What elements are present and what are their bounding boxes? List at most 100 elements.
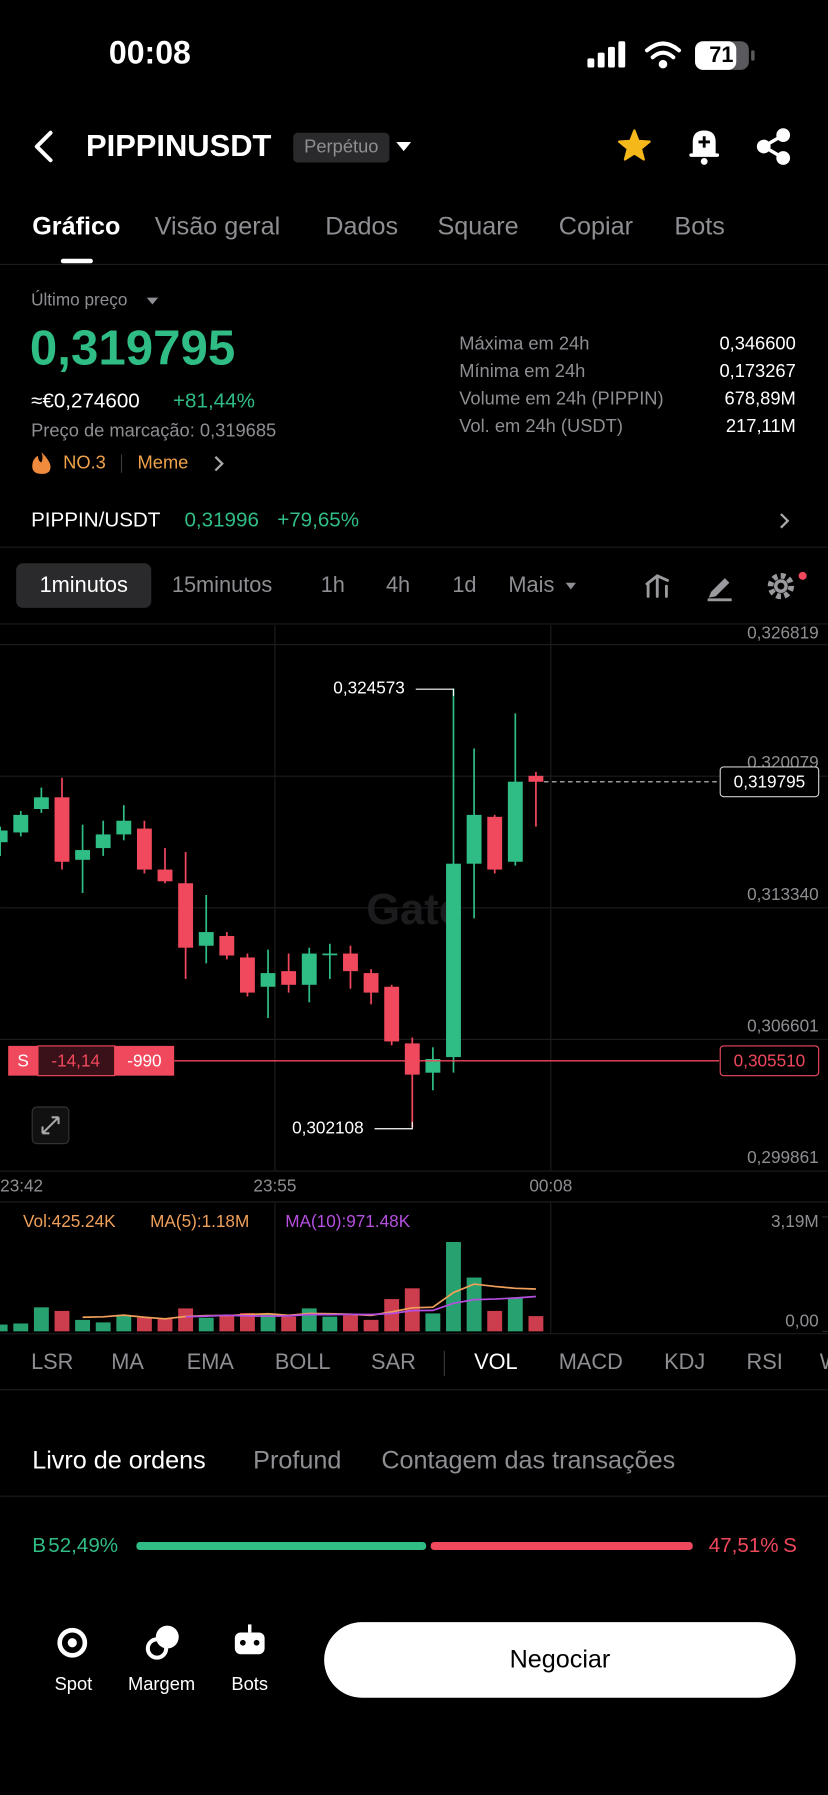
- volume-bar: [281, 1316, 297, 1332]
- order-book-tab[interactable]: Profund: [253, 1447, 341, 1475]
- tab[interactable]: Bots: [674, 212, 724, 240]
- volume-bar: [343, 1315, 358, 1332]
- stat-label: Máxima em 24h: [459, 332, 589, 353]
- stat-value: 678,89M: [725, 387, 796, 408]
- draw-button[interactable]: [707, 578, 732, 602]
- indicator-tab[interactable]: BOLL: [275, 1349, 331, 1374]
- buy-ratio: 52,49%: [48, 1534, 118, 1557]
- position-price-label: 0,305510: [734, 1050, 806, 1070]
- indicator-tab[interactable]: LSR: [31, 1349, 73, 1374]
- back-button[interactable]: [34, 130, 53, 163]
- indicator-button[interactable]: [645, 574, 669, 598]
- spot-price[interactable]: 0,31996: [184, 508, 258, 531]
- interval-selected[interactable]: [16, 563, 152, 608]
- indicator-tab[interactable]: MACD: [559, 1349, 623, 1374]
- buy-ratio-bar: [136, 1542, 427, 1551]
- volume-bar: [219, 1315, 235, 1332]
- candle-body: [95, 834, 111, 849]
- volume-bar: [157, 1318, 173, 1332]
- candle-body: [0, 830, 8, 843]
- interval[interactable]: Mais: [508, 572, 554, 597]
- indicator-tab[interactable]: WR: [820, 1349, 828, 1374]
- low-pointer: [374, 1121, 413, 1130]
- volume-legend: Vol:425.24K: [23, 1211, 116, 1231]
- candle-body: [322, 953, 338, 956]
- candle-body: [239, 957, 255, 993]
- favorite-button[interactable]: [617, 129, 651, 161]
- volume-bar: [0, 1324, 8, 1332]
- nav-label[interactable]: Bots: [231, 1673, 268, 1694]
- x-tick-label: 00:08: [529, 1176, 572, 1196]
- volume-bar: [54, 1310, 70, 1332]
- volume-bar: [384, 1299, 400, 1332]
- indicator-tab[interactable]: MA: [111, 1349, 144, 1374]
- interval[interactable]: 1d: [452, 572, 476, 597]
- candle-body: [384, 986, 400, 1042]
- ma5-line: [82, 1283, 536, 1320]
- position-qty-box: [114, 1045, 175, 1076]
- alert-button[interactable]: [689, 130, 720, 165]
- volume-bar: [425, 1313, 441, 1332]
- tab[interactable]: Copiar: [559, 212, 633, 240]
- margin-icon[interactable]: [145, 1625, 179, 1660]
- nav-label[interactable]: Spot: [55, 1673, 93, 1694]
- battery-text: 71: [709, 42, 733, 67]
- last-price-label[interactable]: Último preço: [31, 290, 127, 310]
- stat-label: Mínima em 24h: [459, 360, 585, 381]
- indicator-tab[interactable]: VOL: [474, 1349, 518, 1374]
- chevron[interactable]: [780, 513, 790, 529]
- tab[interactable]: Dados: [325, 212, 398, 240]
- contract-badge[interactable]: [293, 132, 390, 163]
- expand-button[interactable]: [31, 1106, 70, 1145]
- x-tick-label: 23:42: [0, 1176, 43, 1196]
- share-button[interactable]: [756, 128, 791, 165]
- candle-body: [178, 883, 194, 948]
- signal-icon: [587, 41, 626, 68]
- interval[interactable]: 15minutos: [172, 572, 272, 597]
- mark-price: Preço de marcação: 0,319685: [31, 419, 276, 440]
- interval[interactable]: 1minutos: [40, 572, 128, 597]
- buy-side: B: [32, 1534, 46, 1557]
- trade-button[interactable]: [324, 1622, 796, 1698]
- position-side: S: [17, 1050, 28, 1070]
- indicator-tab[interactable]: SAR: [371, 1349, 416, 1374]
- spot-pair[interactable]: PIPPIN/USDT: [31, 508, 161, 531]
- tab[interactable]: Gráfico: [32, 212, 120, 240]
- indicator-tab[interactable]: KDJ: [664, 1349, 705, 1374]
- volume-bar: [239, 1313, 255, 1332]
- volume-bar: [260, 1314, 276, 1332]
- tab[interactable]: Square: [437, 212, 518, 240]
- contract-type[interactable]: Perpétuo: [304, 136, 378, 157]
- indicator-tab[interactable]: EMA: [187, 1349, 235, 1374]
- settings-button[interactable]: [767, 571, 807, 600]
- interval[interactable]: 1h: [321, 572, 345, 597]
- chevron: [214, 455, 224, 472]
- rank[interactable]: NO.3: [63, 451, 106, 472]
- spot-change[interactable]: +79,65%: [277, 508, 359, 531]
- dropdown-caret[interactable]: [396, 141, 412, 152]
- candle-body: [528, 775, 544, 782]
- nav-label[interactable]: Margem: [128, 1673, 195, 1694]
- indicator-tab[interactable]: RSI: [747, 1349, 783, 1374]
- order-book-tab[interactable]: Livro de ordens: [32, 1447, 206, 1475]
- candle-body: [75, 850, 91, 860]
- interval[interactable]: 4h: [386, 572, 410, 597]
- volume-bar: [528, 1316, 544, 1332]
- sell-ratio: 47,51%: [709, 1534, 779, 1557]
- tab-indicator: [60, 258, 93, 264]
- position-price-box: [719, 1045, 820, 1077]
- symbol: PIPPINUSDT: [86, 128, 272, 163]
- spot-icon[interactable]: [57, 1627, 88, 1658]
- last-price-box: [719, 766, 820, 798]
- tab[interactable]: Visão geral: [155, 212, 280, 240]
- stat-value: 217,11M: [726, 415, 796, 436]
- volume-bar: [75, 1319, 91, 1332]
- bots-icon[interactable]: [234, 1624, 265, 1655]
- trade-button-label[interactable]: Negociar: [510, 1646, 611, 1674]
- volume-bar: [116, 1315, 132, 1332]
- tag[interactable]: Meme: [138, 451, 189, 472]
- order-book-tab[interactable]: Contagem das transações: [381, 1447, 675, 1475]
- candle-body: [466, 814, 482, 864]
- ma5-legend: MA(5):1.18M: [150, 1211, 249, 1231]
